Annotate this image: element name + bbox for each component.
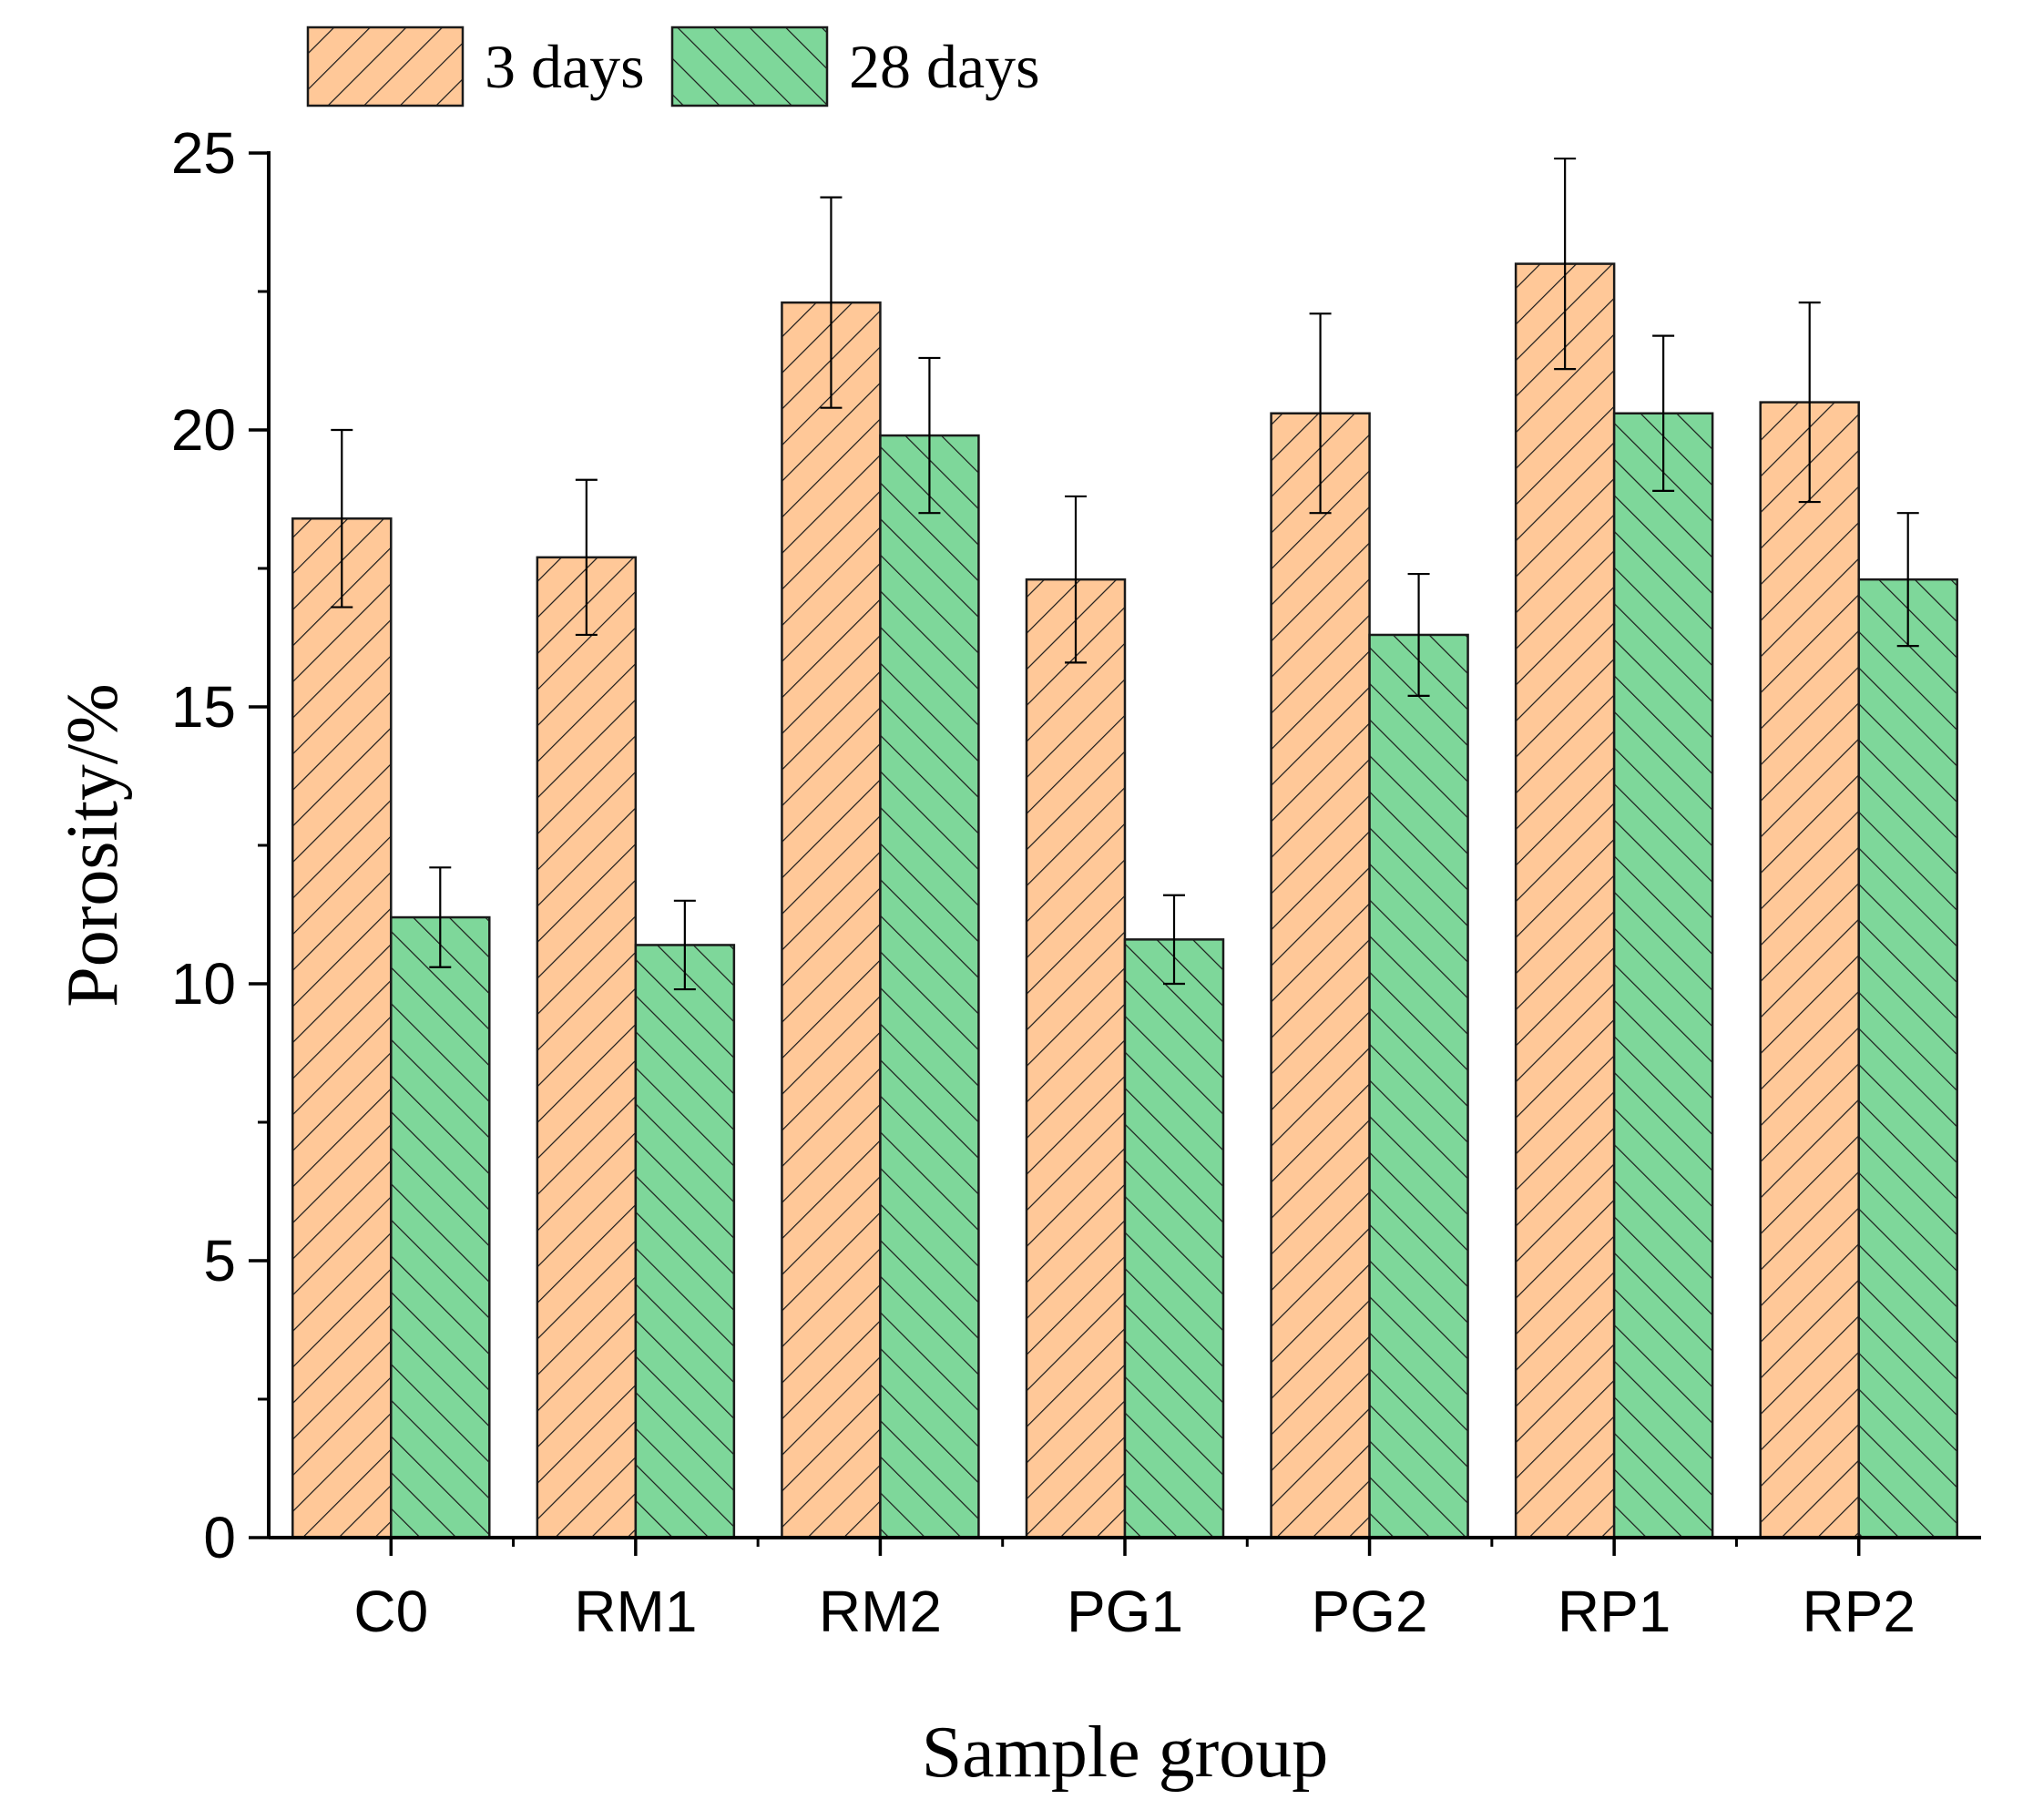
bar-rm2-series-2 bbox=[879, 434, 980, 1539]
x-axis-title: Sample group bbox=[922, 1713, 1329, 1793]
bar-rp1-series-2 bbox=[1612, 412, 1714, 1539]
bar-c0-series-1 bbox=[291, 517, 393, 1539]
x-tick-label-rp1: RP1 bbox=[1558, 1579, 1671, 1644]
x-tick-label-c0: C0 bbox=[353, 1579, 428, 1644]
error-bars-group bbox=[331, 157, 1919, 991]
x-tick-label-rm1: RM1 bbox=[574, 1579, 697, 1644]
bar-c0-series-2 bbox=[390, 915, 491, 1539]
x-tick-label-rp2: RP2 bbox=[1802, 1579, 1916, 1644]
y-tick-label: 0 bbox=[203, 1505, 236, 1570]
bars-group bbox=[291, 262, 1958, 1539]
legend-label-series-2: 28 days bbox=[849, 32, 1040, 101]
bar-rp1-series-1 bbox=[1514, 262, 1616, 1539]
bar-rp2-series-2 bbox=[1857, 578, 1958, 1539]
legend: 3 days 28 days bbox=[306, 26, 1040, 107]
ticks-group: 0 5 10 15 20 25 C0 RM1 RM2 PG1 PG2 RP1 RP2 bbox=[171, 120, 1916, 1644]
legend-swatch-series-1 bbox=[306, 26, 465, 107]
bar-rm1-series-2 bbox=[634, 944, 736, 1539]
y-axis-title: Porosity/% bbox=[53, 683, 133, 1007]
x-tick-label-rm2: RM2 bbox=[819, 1579, 942, 1644]
bar-rm1-series-1 bbox=[536, 556, 638, 1539]
bar-pg1-series-2 bbox=[1123, 938, 1225, 1539]
bar-pg2-series-2 bbox=[1368, 633, 1469, 1539]
x-tick-label-pg2: PG2 bbox=[1312, 1579, 1428, 1644]
y-tick-label: 20 bbox=[171, 397, 236, 463]
x-tick-label-pg1: PG1 bbox=[1067, 1579, 1183, 1644]
legend-label-series-1: 3 days bbox=[485, 32, 645, 101]
y-tick-label: 15 bbox=[171, 674, 236, 740]
bar-pg2-series-1 bbox=[1270, 412, 1371, 1539]
bar-pg1-series-1 bbox=[1025, 578, 1127, 1539]
y-tick-label: 10 bbox=[171, 951, 236, 1017]
bar-rm2-series-1 bbox=[781, 301, 882, 1539]
y-tick-label: 5 bbox=[203, 1228, 236, 1293]
bar-rp2-series-1 bbox=[1759, 401, 1860, 1539]
legend-swatch-series-2 bbox=[670, 26, 829, 107]
y-tick-label: 25 bbox=[171, 120, 236, 186]
